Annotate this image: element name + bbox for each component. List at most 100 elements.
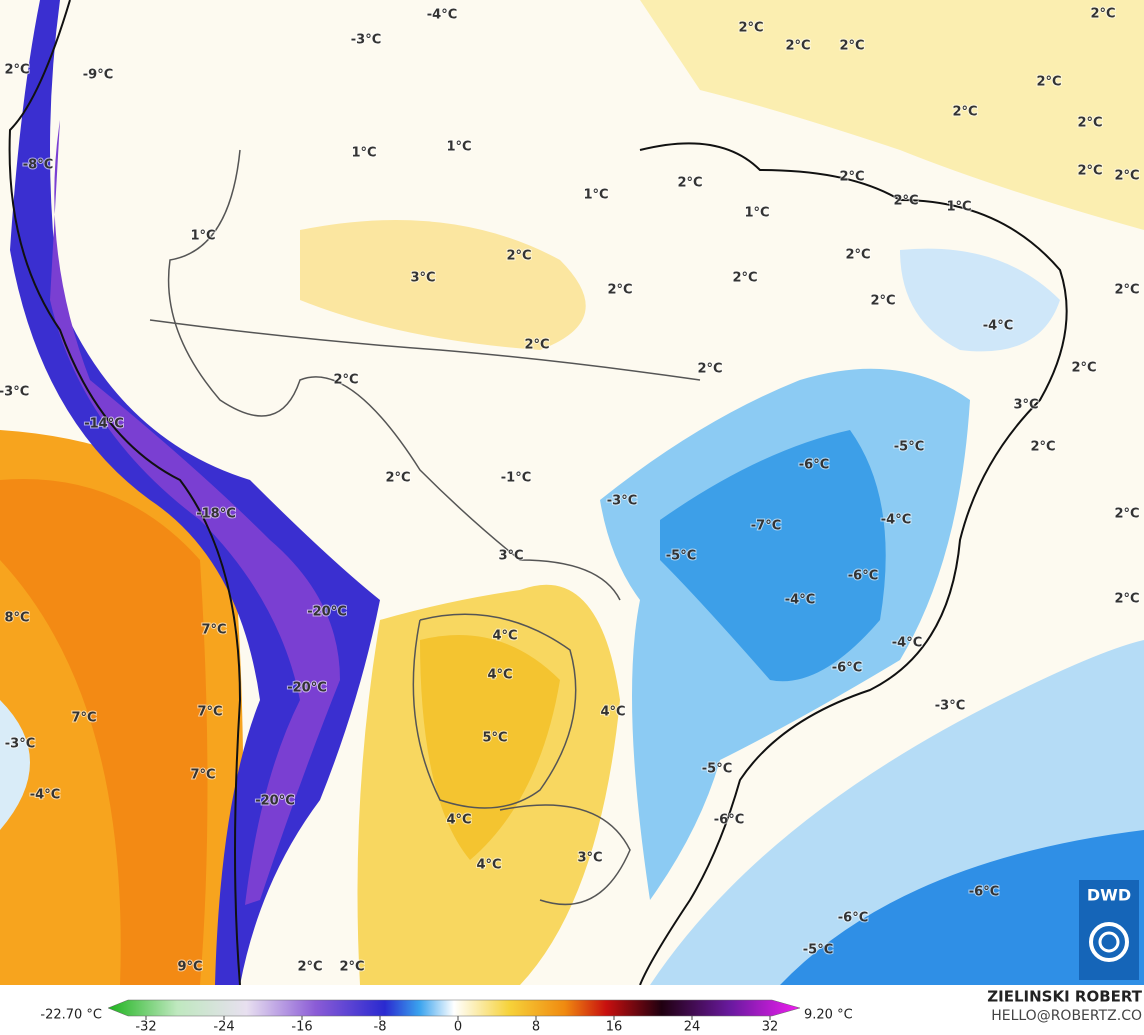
temperature-label: -6°C — [714, 813, 744, 828]
temperature-label: 1°C — [190, 229, 215, 244]
temperature-label: -20°C — [255, 794, 295, 809]
temperature-label: 7°C — [201, 623, 226, 638]
temperature-label: 1°C — [744, 206, 769, 221]
temperature-label: -20°C — [307, 605, 347, 620]
temperature-label: -8°C — [23, 158, 53, 173]
borders — [149, 149, 701, 906]
temperature-label: 2°C — [385, 471, 410, 486]
temperature-label: 1°C — [583, 188, 608, 203]
temperature-label: -3°C — [0, 385, 29, 400]
colorbar-tick-label: -8 — [374, 1020, 387, 1035]
temperature-label: 2°C — [839, 170, 864, 185]
temperature-label: 2°C — [845, 248, 870, 263]
temperature-label: 2°C — [506, 249, 531, 264]
temperature-label: -6°C — [832, 661, 862, 676]
logo-text: DWD — [1087, 886, 1131, 905]
temperature-label: 2°C — [785, 39, 810, 54]
temperature-label: 2°C — [1114, 592, 1139, 607]
temperature-label: 2°C — [870, 294, 895, 309]
temperature-labels: -4°C 2°C 2°C 2°C 2°C 2°C -9°C -3°C 2°C 2°C 2°C -8°C… — [0, 6, 1141, 976]
temperature-label: -6°C — [848, 569, 878, 584]
temperature-label: 2°C — [1114, 283, 1139, 298]
colorbar-tick-label: -16 — [291, 1020, 312, 1035]
temperature-label: 2°C — [839, 39, 864, 54]
temperature-label: 1°C — [351, 146, 376, 161]
temperature-label: 1°C — [946, 200, 971, 215]
temperature-label: -20°C — [287, 681, 327, 696]
colorbar-tick-label: 16 — [606, 1020, 623, 1035]
temperature-label: 2°C — [738, 21, 763, 36]
temperature-label: 2°C — [297, 960, 322, 975]
temperature-label: 2°C — [1090, 7, 1115, 22]
temperature-label: 7°C — [197, 705, 222, 720]
temperature-label: -5°C — [666, 549, 696, 564]
colorbar-tick-label: 0 — [454, 1020, 462, 1035]
temperature-label: 4°C — [492, 629, 517, 644]
temperature-label: -14°C — [84, 417, 124, 432]
temperature-label: 3°C — [1013, 398, 1038, 413]
temperature-label: -5°C — [894, 440, 924, 455]
temperature-label: -3°C — [5, 737, 35, 752]
temperature-label: -7°C — [751, 519, 781, 534]
colorbar-tick-label: 32 — [762, 1020, 779, 1035]
temperature-label: 3°C — [410, 271, 435, 286]
colorbar-max: 9.20 °C — [804, 1008, 853, 1023]
temperature-label: 2°C — [339, 960, 364, 975]
temperature-label: 7°C — [71, 711, 96, 726]
temperature-label: -4°C — [785, 593, 815, 608]
colorbar: -22.70 °C 9.20 °C -32 -24 -16 -8 0 8 16 24 32 — [40, 999, 853, 1035]
logo: DWD — [1079, 880, 1139, 980]
temperature-label: 2°C — [333, 373, 358, 388]
temperature-label: -4°C — [427, 8, 457, 23]
temperature-label: 8°C — [4, 611, 29, 626]
temperature-label: 1°C — [446, 140, 471, 155]
temperature-label: -4°C — [892, 636, 922, 651]
temperature-label: 2°C — [1077, 164, 1102, 179]
credit-name: ZIELINSKI ROBERT — [987, 988, 1142, 1006]
temperature-label: 2°C — [677, 176, 702, 191]
map-background — [0, 0, 1144, 985]
temperature-label: -1°C — [501, 471, 531, 486]
temperature-label: -3°C — [351, 33, 381, 48]
colorbar-tick-label: 24 — [684, 1020, 701, 1035]
temperature-label: -6°C — [969, 885, 999, 900]
temperature-label: 4°C — [476, 858, 501, 873]
temperature-label: 2°C — [524, 338, 549, 353]
temperature-label: 3°C — [577, 851, 602, 866]
temperature-label: 4°C — [446, 813, 471, 828]
temperature-label: 2°C — [732, 271, 757, 286]
coastline — [8, 0, 1068, 986]
temperature-label: -4°C — [30, 788, 60, 803]
colorbar-tick-label: -24 — [213, 1020, 234, 1035]
temperature-label: 4°C — [487, 668, 512, 683]
temperature-label: -3°C — [607, 494, 637, 509]
temperature-label: 2°C — [893, 194, 918, 209]
temperature-label: -18°C — [196, 507, 236, 522]
temperature-label: -3°C — [935, 699, 965, 714]
temperature-label: 3°C — [498, 549, 523, 564]
temperature-label: -6°C — [838, 911, 868, 926]
temperature-label: -5°C — [803, 943, 833, 958]
colorbar-tick-label: 8 — [532, 1020, 540, 1035]
temperature-label: -9°C — [83, 68, 113, 83]
temperature-label: 9°C — [177, 960, 202, 975]
temperature-label: 2°C — [1036, 75, 1061, 90]
temperature-label: 2°C — [1114, 169, 1139, 184]
credit-contact: HELLO@ROBERTZ.CO — [991, 1008, 1142, 1024]
temperature-label: -5°C — [702, 762, 732, 777]
colorbar-min: -22.70 °C — [40, 1008, 102, 1023]
temperature-label: 2°C — [4, 63, 29, 78]
temperature-label: 2°C — [697, 362, 722, 377]
temperature-label: 7°C — [190, 768, 215, 783]
temperature-label: 4°C — [600, 705, 625, 720]
temperature-label: 2°C — [952, 105, 977, 120]
temperature-label: 5°C — [482, 731, 507, 746]
temperature-label: 2°C — [1071, 361, 1096, 376]
temperature-label: 2°C — [1114, 507, 1139, 522]
colorbar-tick-label: -32 — [135, 1020, 156, 1035]
temperature-label: 2°C — [607, 283, 632, 298]
temperature-label: -6°C — [799, 458, 829, 473]
temperature-label: 2°C — [1077, 116, 1102, 131]
